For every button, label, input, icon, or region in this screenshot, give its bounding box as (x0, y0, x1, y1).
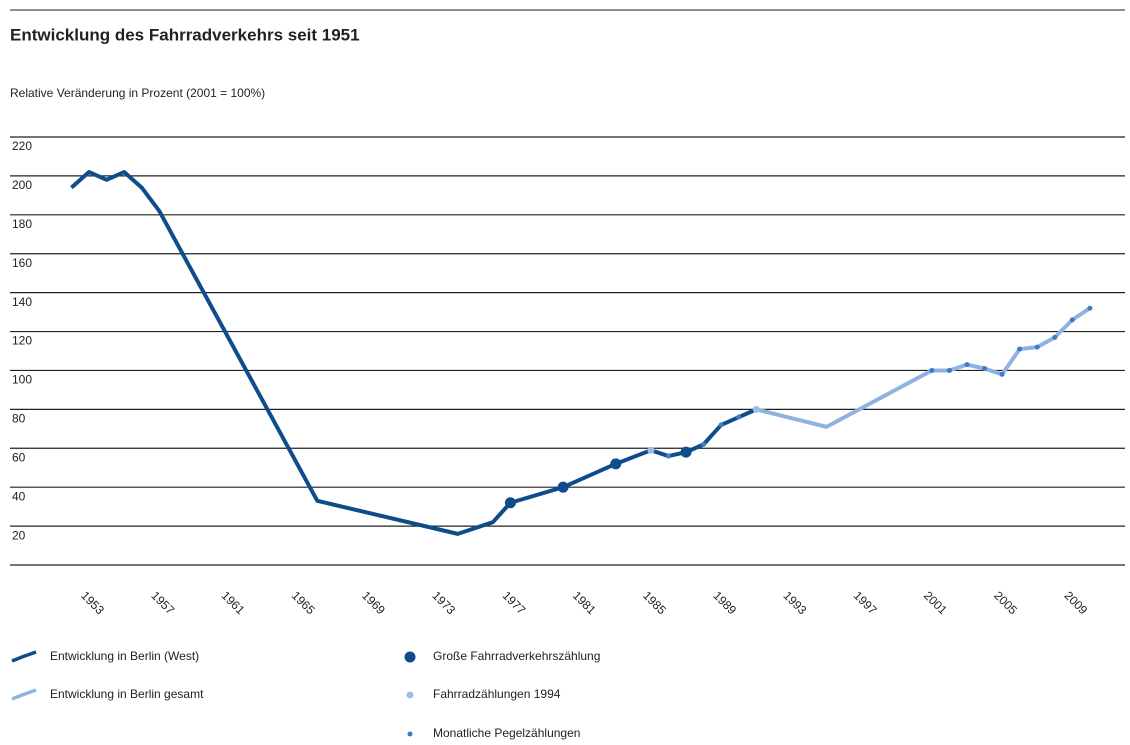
data-point (557, 481, 569, 493)
legend-dot (404, 651, 416, 663)
data-point (736, 414, 742, 420)
x-tick-label: 1981 (570, 588, 599, 617)
x-tick-label: 1965 (289, 588, 318, 617)
data-point (665, 453, 671, 459)
chart-title: Entwicklung des Fahrradverkehrs seit 195… (10, 25, 360, 44)
data-point (680, 446, 692, 458)
y-tick-label: 160 (12, 256, 32, 270)
data-point (1087, 305, 1093, 311)
legend-label: Entwicklung in Berlin gesamt (50, 687, 204, 701)
legend-dot (407, 731, 413, 737)
data-point (647, 446, 655, 454)
chart-subtitle: Relative Veränderung in Prozent (2001 = … (10, 86, 265, 100)
x-tick-label: 1961 (219, 588, 248, 617)
y-tick-label: 180 (12, 217, 32, 231)
data-point (1017, 346, 1023, 352)
y-tick-label: 60 (12, 450, 26, 464)
x-tick-label: 1993 (781, 588, 810, 617)
y-tick-label: 20 (12, 528, 26, 542)
legend-line (11, 688, 37, 701)
x-tick-label: 1997 (851, 588, 880, 617)
data-point (964, 362, 970, 368)
legend-label: Monatliche Pegelzählungen (433, 726, 580, 740)
y-tick-label: 100 (12, 373, 32, 387)
data-point (1034, 344, 1040, 350)
legend-line (11, 650, 37, 663)
legend-label: Große Fahrradverkehrszählung (433, 649, 600, 663)
data-point (929, 367, 935, 373)
legend-label: Entwicklung in Berlin (West) (50, 649, 199, 663)
data-point (752, 405, 760, 413)
x-tick-label: 1985 (640, 588, 669, 617)
x-tick-label: 1953 (78, 588, 107, 617)
data-point (999, 371, 1005, 377)
y-tick-label: 80 (12, 412, 26, 426)
x-tick-label: 1957 (148, 588, 177, 617)
data-point (610, 458, 622, 470)
series-line (70, 170, 758, 536)
data-point (504, 497, 516, 509)
series-line (755, 306, 1091, 429)
x-tick-label: 1969 (359, 588, 388, 617)
data-point (718, 422, 724, 428)
data-point (701, 441, 707, 447)
x-tick-label: 2001 (921, 588, 950, 617)
legend-dot (406, 691, 414, 699)
legend-label: Fahrradzählungen 1994 (433, 687, 561, 701)
y-tick-label: 200 (12, 178, 32, 192)
data-point (946, 367, 952, 373)
x-tick-label: 1977 (500, 588, 529, 617)
y-tick-label: 120 (12, 334, 32, 348)
y-tick-label: 140 (12, 295, 32, 309)
data-point (982, 366, 988, 372)
x-tick-label: 1973 (429, 588, 458, 617)
y-tick-label: 220 (12, 139, 32, 153)
data-point (1052, 334, 1058, 340)
data-point (1069, 317, 1075, 323)
x-tick-label: 2005 (991, 588, 1020, 617)
x-tick-label: 2009 (1062, 588, 1091, 617)
y-tick-label: 40 (12, 489, 26, 503)
x-tick-label: 1989 (710, 588, 739, 617)
